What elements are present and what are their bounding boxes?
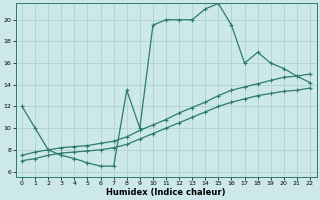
X-axis label: Humidex (Indice chaleur): Humidex (Indice chaleur)	[106, 188, 226, 197]
